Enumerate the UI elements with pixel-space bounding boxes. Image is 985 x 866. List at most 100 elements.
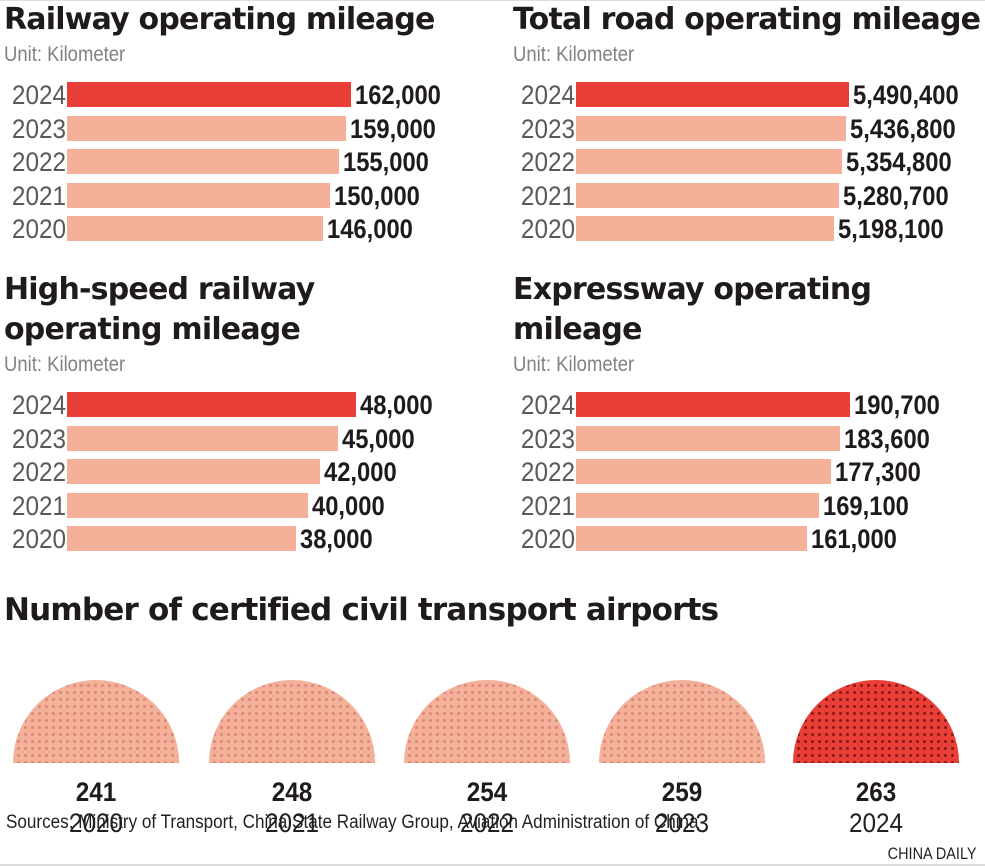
value-label: 183,600 — [844, 423, 930, 454]
railway-title: Railway operating mileage — [4, 2, 435, 37]
dotted-semicircle-2021 — [209, 680, 375, 763]
bar-row: 2024 5,490,400 — [513, 80, 980, 114]
value-label: 38,000 — [300, 524, 373, 555]
dotted-semicircle-2023 — [599, 680, 765, 763]
value-label: 5,490,400 — [853, 80, 959, 110]
bar-2024 — [576, 392, 850, 417]
year-tick-label: 2020 — [520, 214, 575, 245]
year-tick-label: 2023 — [520, 113, 575, 144]
value-label: 45,000 — [342, 423, 415, 454]
bar-row: 2023 45,000 — [4, 423, 415, 458]
china-daily-credit: CHINA DAILY — [888, 844, 977, 863]
value-label: 190,700 — [854, 390, 940, 420]
year-tick-label: 2024 — [11, 80, 67, 110]
airport-year-label: 2020 — [68, 808, 124, 838]
value-label: 5,436,800 — [850, 113, 956, 144]
airport-item-2023: 259 2023 — [597, 680, 767, 839]
value-label: 161,000 — [811, 524, 897, 555]
airport-year-label: 2023 — [654, 808, 710, 838]
bar-row: 2020 38,000 — [4, 524, 373, 558]
railway-mileage-panel: Railway operating mileage Unit: Kilomete… — [4, 0, 441, 248]
year-tick-label: 2022 — [520, 457, 575, 488]
bar-2024 — [67, 392, 356, 417]
year-tick-label: 2023 — [11, 113, 67, 144]
road-bar-chart: 2024 5,490,400 2023 5,436,800 2022 5,354,800 2… — [513, 80, 980, 248]
railway-unit-label: Unit: Kilometer — [4, 43, 126, 66]
bar-row: 2020 146,000 — [4, 214, 435, 248]
airport-item-2022: 254 2022 — [402, 680, 572, 839]
highspeed-title-line-2: operating mileage — [4, 312, 301, 347]
bar-row: 2021 169,100 — [513, 490, 909, 525]
value-label: 5,198,100 — [838, 214, 944, 245]
year-tick-label: 2022 — [11, 457, 67, 488]
year-tick-label: 2024 — [11, 390, 67, 420]
bar-row: 2024 48,000 — [4, 390, 433, 424]
bar-row: 2024 162,000 — [4, 80, 441, 114]
airports-dome-chart: 241 2020 248 2021 254 2022 259 2023 263 2024 — [0, 630, 985, 838]
value-label: 155,000 — [343, 147, 429, 178]
bar-row: 2021 40,000 — [4, 490, 385, 525]
bar-row: 2022 42,000 — [4, 457, 397, 491]
dotted-semicircle-2020 — [13, 680, 179, 763]
year-tick-label: 2021 — [11, 180, 67, 211]
year-tick-label: 2021 — [520, 490, 575, 521]
expressway-unit-label: Unit: Kilometer — [513, 353, 635, 376]
value-label: 42,000 — [324, 457, 397, 488]
year-tick-label: 2021 — [520, 180, 575, 211]
road-unit-label: Unit: Kilometer — [513, 43, 635, 66]
bar-row: 2023 159,000 — [4, 113, 436, 148]
year-tick-label: 2024 — [520, 390, 575, 420]
value-label: 5,280,700 — [843, 180, 949, 211]
bar-2020 — [67, 526, 296, 552]
airport-year-label: 2022 — [459, 808, 515, 838]
airports-panel: Number of certified civil transport airp… — [0, 590, 985, 838]
year-tick-label: 2024 — [520, 80, 575, 110]
road-mileage-panel: Total road operating mileage Unit: Kilom… — [513, 0, 981, 248]
bar-row: 2020 5,198,100 — [513, 214, 980, 248]
road-title: Total road operating mileage — [513, 2, 981, 37]
bar-2020 — [67, 216, 323, 242]
bar-2021 — [576, 182, 839, 208]
year-tick-label: 2021 — [11, 490, 67, 521]
bar-row: 2021 150,000 — [4, 181, 435, 215]
bar-2021 — [67, 182, 330, 208]
dotted-semicircle-2022 — [404, 680, 570, 763]
year-tick-label: 2023 — [520, 423, 575, 454]
airport-item-2020: 241 2020 — [11, 680, 181, 839]
value-label: 146,000 — [327, 214, 413, 245]
year-tick-label: 2022 — [11, 147, 67, 178]
expressway-bar-chart: 2024 190,700 2023 183,600 2022 177,300 2021 169… — [513, 390, 940, 558]
bar-2022 — [67, 459, 320, 485]
bar-2023 — [67, 425, 338, 451]
bar-2022 — [576, 149, 842, 175]
year-tick-label: 2022 — [520, 147, 575, 178]
year-tick-label: 2020 — [11, 524, 67, 555]
highspeed-title-line-1: High-speed railway — [4, 272, 315, 307]
bar-2022 — [576, 459, 831, 485]
top-border — [0, 0, 985, 1]
airport-item-2024: 263 2024 — [791, 680, 961, 839]
bar-row: 2020 161,000 — [513, 524, 897, 558]
airports-title: Number of certified civil transport airp… — [4, 592, 719, 628]
bar-2020 — [576, 526, 807, 552]
airport-count-label: 248 — [271, 777, 313, 807]
value-label: 169,100 — [823, 490, 909, 521]
value-label: 159,000 — [350, 113, 436, 144]
value-label: 40,000 — [312, 490, 385, 521]
bar-2023 — [67, 115, 346, 141]
year-tick-label: 2023 — [11, 423, 67, 454]
highspeed-bar-chart: 2024 48,000 2023 45,000 2022 42,000 2021 40,000… — [4, 390, 433, 558]
airport-count-label: 241 — [75, 777, 117, 807]
bar-2020 — [576, 216, 834, 242]
airport-year-label: 2021 — [264, 808, 320, 838]
bar-2022 — [67, 149, 339, 175]
value-label: 48,000 — [360, 390, 433, 420]
value-label: 162,000 — [355, 80, 441, 110]
bar-row: 2023 183,600 — [513, 423, 930, 458]
bar-row: 2022 5,354,800 — [513, 147, 980, 181]
expressway-title-line-2: mileage — [513, 312, 642, 347]
airport-year-label: 2024 — [848, 808, 904, 838]
value-label: 5,354,800 — [846, 147, 952, 178]
year-tick-label: 2020 — [11, 214, 67, 245]
bar-2021 — [576, 492, 819, 518]
